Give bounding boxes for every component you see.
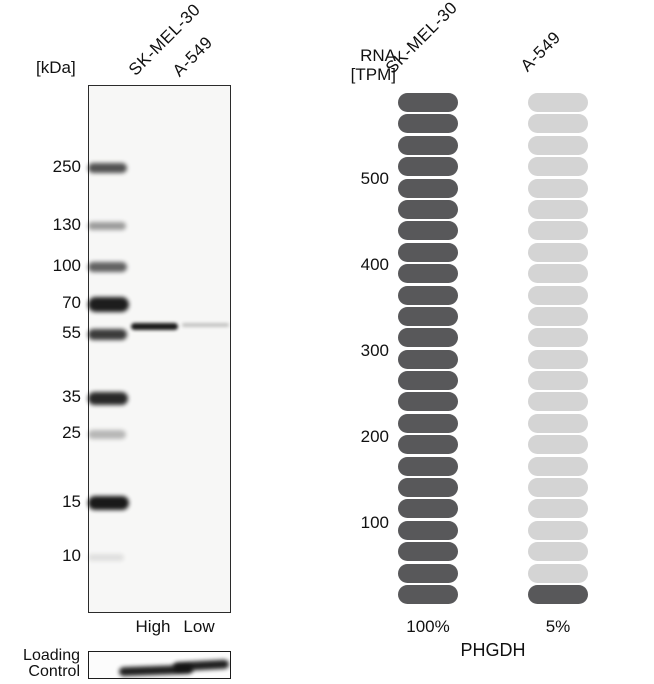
rna-segment	[398, 392, 458, 412]
rna-segment	[398, 563, 458, 583]
kda-marker-label-15: 15	[62, 492, 81, 511]
rna-segment	[528, 371, 588, 391]
rna-segment	[528, 242, 588, 262]
rna-segment	[398, 114, 458, 134]
rna-segment	[398, 242, 458, 262]
sample-band-a-549	[182, 323, 229, 327]
loading-control-band-right	[172, 659, 230, 672]
rna-segment	[528, 456, 588, 476]
ladder-band-10kda	[88, 553, 124, 561]
rna-segment	[528, 584, 588, 604]
gene-name-label: PHGDH	[460, 640, 526, 660]
rna-tick-300: 300	[360, 341, 389, 360]
rna-percent-label-sk-mel-30: 100%	[406, 617, 450, 636]
kda-marker-label-25: 25	[62, 423, 81, 442]
kda-marker-label-10: 10	[62, 546, 81, 565]
rna-segment	[528, 349, 588, 369]
rna-percent-label-a-549: 5%	[545, 617, 571, 636]
ladder-band-15kda	[88, 496, 129, 510]
western-blot-image	[88, 85, 231, 613]
rna-axis-label: RNA [TPM]	[336, 46, 396, 84]
kda-marker-label-35: 35	[62, 387, 81, 406]
rna-segment	[398, 456, 458, 476]
rna-segment	[398, 306, 458, 326]
rna-segment	[398, 520, 458, 540]
rna-segment	[398, 435, 458, 455]
rna-segment	[398, 264, 458, 284]
rna-segment	[528, 221, 588, 241]
rna-tick-100: 100	[360, 513, 389, 532]
kda-unit-label: [kDa]	[36, 58, 76, 77]
rna-segment	[398, 199, 458, 219]
rna-tick-500: 500	[360, 169, 389, 188]
rna-column-label-sk-mel-30: SK-MEL-30	[381, 0, 462, 78]
rna-segment	[398, 478, 458, 498]
ladder-band-35kda	[88, 391, 128, 405]
rna-segment	[528, 499, 588, 519]
rna-segment	[528, 478, 588, 498]
rna-segment	[398, 542, 458, 562]
rna-column-label-a-549: A-549	[516, 27, 565, 76]
rna-segment	[398, 93, 458, 112]
rna-segment	[398, 584, 458, 604]
rna-segment	[528, 178, 588, 198]
loading-control-label: Loading Control	[8, 648, 80, 680]
rna-segment	[528, 157, 588, 177]
rna-segment	[528, 413, 588, 433]
rna-segment	[398, 499, 458, 519]
rna-column-a-549	[528, 93, 588, 604]
rna-segment	[398, 285, 458, 305]
rna-column-sk-mel-30	[398, 93, 458, 604]
rna-segment	[528, 199, 588, 219]
rna-segment	[398, 371, 458, 391]
rna-segment	[528, 328, 588, 348]
ladder-band-55kda	[88, 328, 127, 340]
rna-segment	[528, 306, 588, 326]
kda-marker-label-100: 100	[52, 256, 81, 275]
loading-control-blot	[88, 651, 231, 679]
loading-control-label-line2: Control	[28, 663, 80, 680]
kda-marker-label-130: 130	[52, 215, 81, 234]
expression-level-low-label: Low	[183, 617, 215, 636]
ladder-band-130kda	[88, 222, 126, 230]
kda-marker-label-55: 55	[62, 323, 81, 342]
rna-segment	[398, 157, 458, 177]
sample-band-sk-mel-30	[131, 322, 178, 330]
rna-segment	[528, 392, 588, 412]
rna-segment	[398, 178, 458, 198]
ladder-band-100kda	[88, 262, 127, 272]
rna-segment	[398, 413, 458, 433]
rna-segment	[528, 542, 588, 562]
rna-tick-400: 400	[360, 255, 389, 274]
ladder-band-250kda	[88, 163, 127, 173]
rna-segment	[528, 114, 588, 134]
rna-segment	[528, 285, 588, 305]
rna-segment	[528, 435, 588, 455]
loading-control-label-line1: Loading	[23, 647, 80, 664]
rna-segment	[528, 520, 588, 540]
rna-segment	[398, 221, 458, 241]
rna-segment	[398, 349, 458, 369]
kda-marker-label-250: 250	[52, 157, 81, 176]
rna-tick-200: 200	[360, 427, 389, 446]
ladder-band-70kda	[88, 296, 129, 312]
kda-marker-label-70: 70	[62, 293, 81, 312]
rna-axis-label-line1: RNA	[360, 46, 396, 65]
rna-segment	[528, 563, 588, 583]
ladder-band-25kda	[88, 429, 126, 439]
rna-segment	[528, 93, 588, 112]
rna-segment	[398, 135, 458, 155]
rna-axis-label-line2: [TPM]	[350, 65, 396, 84]
rna-segment	[528, 264, 588, 284]
rna-segment	[528, 135, 588, 155]
rna-segment	[398, 328, 458, 348]
expression-level-high-label: High	[135, 617, 171, 636]
